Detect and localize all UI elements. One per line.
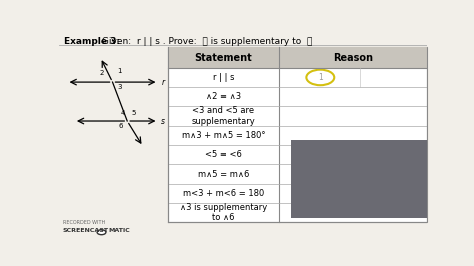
Text: r: r (161, 78, 164, 87)
Text: ∧2 ≡ ∧3: ∧2 ≡ ∧3 (206, 92, 241, 101)
Text: SCREENCAST: SCREENCAST (63, 228, 109, 233)
Text: 1: 1 (117, 68, 122, 74)
Text: Reason: Reason (333, 52, 373, 63)
Text: r | | s: r | | s (212, 73, 234, 82)
Text: m∧3 + m∧5 = 180°: m∧3 + m∧5 = 180° (182, 131, 265, 140)
Text: Example 3:: Example 3: (64, 37, 119, 46)
Text: 3: 3 (117, 84, 122, 90)
Text: m<3 + m<6 = 180: m<3 + m<6 = 180 (182, 189, 264, 198)
Text: 2: 2 (100, 70, 104, 76)
Text: ∧3 is supplementary
to ∧6: ∧3 is supplementary to ∧6 (180, 203, 267, 222)
Text: Given:  r | | s . Prove:  ⎳ is supplementary to  ⎶: Given: r | | s . Prove: ⎳ is supplementa… (99, 37, 312, 46)
Bar (291, 140, 427, 218)
Text: s: s (161, 117, 165, 126)
Text: <5 ≡ <6: <5 ≡ <6 (205, 150, 242, 159)
Text: 6: 6 (118, 123, 123, 129)
Text: <3 and <5 are
supplementary: <3 and <5 are supplementary (191, 106, 255, 126)
Text: 5: 5 (131, 110, 136, 116)
Text: 4: 4 (120, 110, 125, 116)
Text: MATIC: MATIC (109, 228, 130, 233)
Text: 1: 1 (318, 73, 323, 82)
Text: Statement: Statement (194, 52, 252, 63)
Text: RECORDED WITH: RECORDED WITH (63, 221, 105, 226)
Circle shape (97, 230, 106, 235)
Text: m∧5 = m∧6: m∧5 = m∧6 (198, 170, 249, 178)
Bar (168, 47, 427, 68)
Bar (168, 47, 427, 222)
